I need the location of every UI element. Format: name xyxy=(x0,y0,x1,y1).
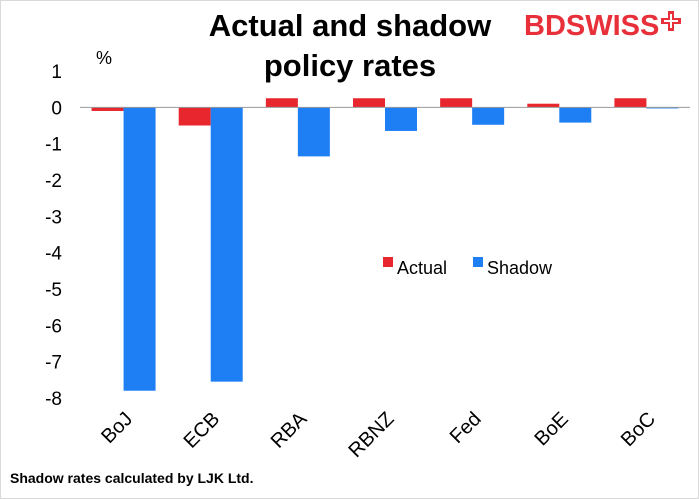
x-tick-label: BoC xyxy=(617,408,660,451)
bar-actual-boc xyxy=(614,98,647,108)
legend-label-actual: Actual xyxy=(397,258,447,278)
y-tick-label: -5 xyxy=(45,280,62,301)
y-axis-unit: % xyxy=(96,48,113,68)
bar-actual-rbnz xyxy=(353,98,385,108)
brand-plus-icon xyxy=(661,11,681,31)
y-tick-label: -7 xyxy=(45,353,62,374)
bar-shadow-fed xyxy=(472,107,505,125)
x-tick-label: RBA xyxy=(267,408,312,453)
bar-shadow-rba xyxy=(297,107,330,157)
y-axis-ticks: 1 0 -1 -2 -3 -4 -5 -6 -7 -8 xyxy=(45,62,62,410)
legend-label-shadow: Shadow xyxy=(487,258,553,278)
x-tick-label: BoJ xyxy=(97,408,137,448)
x-tick-label: RBNZ xyxy=(344,408,398,462)
brand-logo: BDSWISS xyxy=(524,10,660,42)
y-tick-label: 1 xyxy=(51,62,62,83)
bar-actual-rba xyxy=(265,98,298,108)
bar-actual-boj xyxy=(91,107,124,111)
y-tick-label: 0 xyxy=(51,98,62,119)
y-tick-label: -4 xyxy=(45,244,62,265)
y-tick-label: -3 xyxy=(45,207,62,228)
y-tick-label: -8 xyxy=(45,389,62,410)
y-tick-label: -6 xyxy=(45,316,62,337)
bars xyxy=(91,98,679,391)
x-tick-label: ECB xyxy=(180,408,225,453)
legend-swatch-shadow xyxy=(473,257,483,267)
legend-swatch-actual xyxy=(383,257,393,267)
bar-actual-ecb xyxy=(178,107,211,126)
y-tick-label: -2 xyxy=(45,171,62,192)
x-tick-label: BoE xyxy=(531,408,573,450)
x-axis-ticks: BoJ ECB RBA RBNZ Fed BoE BoC xyxy=(97,408,660,463)
bar-shadow-boc xyxy=(646,107,679,109)
chart-title-line-2: policy rates xyxy=(263,48,437,83)
bar-shadow-ecb xyxy=(210,107,243,382)
footnote: Shadow rates calculated by LJK Ltd. xyxy=(10,470,254,486)
bar-shadow-rbnz xyxy=(385,107,417,131)
legend: Actual Shadow xyxy=(383,257,553,278)
chart-title: Actual and shadow policy rates xyxy=(150,6,550,86)
chart-title-line-1: Actual and shadow xyxy=(208,8,492,43)
bar-actual-fed xyxy=(440,98,473,108)
bar-shadow-boe xyxy=(559,107,592,123)
bar-shadow-boj xyxy=(123,107,156,391)
bar-actual-boe xyxy=(527,103,560,108)
x-tick-label: Fed xyxy=(446,408,486,448)
y-tick-label: -1 xyxy=(45,135,62,156)
